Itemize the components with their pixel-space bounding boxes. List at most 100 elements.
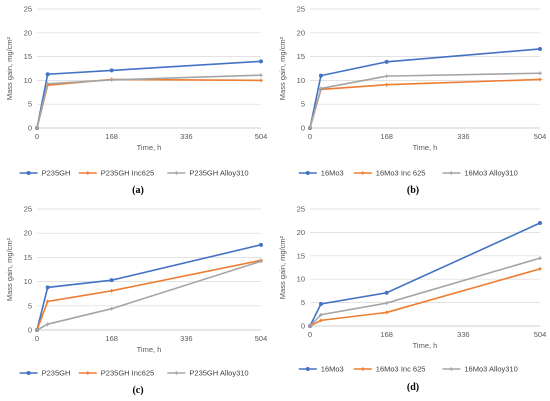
y-axis-title: Mass gain, mg/cm²	[278, 36, 287, 100]
panel-c: 0 5 10 15 20 25 0 168 336 504 Time, h Mass gain, mg…	[5, 205, 267, 397]
x-tick-label: 504	[255, 334, 268, 343]
y-tick-label: 25	[297, 5, 305, 14]
y-tick-label: 25	[297, 205, 305, 214]
legend-marker	[26, 371, 31, 375]
series-line	[309, 222, 541, 327]
x-tick-label: 336	[180, 132, 193, 141]
series-line	[36, 259, 262, 331]
data-point	[538, 221, 542, 226]
y-tick-label: 15	[24, 253, 32, 262]
legend-marker	[449, 171, 454, 175]
y-tick-label: 20	[24, 28, 32, 37]
data-point	[308, 126, 312, 130]
panel-b: 0 5 10 15 20 25 0 168 336 504 Time, h Mass gain, mg…	[278, 5, 546, 197]
legend-item: P235GH Alloy310	[167, 169, 249, 178]
legend-item: 16Mo3	[298, 169, 344, 178]
data-point	[35, 126, 39, 130]
series-line	[309, 257, 541, 327]
legend-item: 16Mo3 Alloy310	[442, 169, 518, 178]
data-point	[109, 306, 114, 311]
data-point	[308, 324, 312, 328]
legend-item: P235GH	[19, 169, 71, 178]
data-point	[318, 302, 323, 307]
legend-label: P235GH Inc625	[101, 369, 154, 378]
legend-label: 16Mo3 Inc 625	[376, 365, 426, 374]
y-axis-title: Mass gain, mg/cm²	[278, 235, 287, 299]
legend-label: P235GH Inc625	[101, 169, 154, 178]
legend-marker	[305, 171, 310, 175]
data-point	[538, 77, 542, 82]
y-tick-label: 0	[28, 124, 32, 133]
data-point	[45, 72, 50, 77]
data-point	[45, 81, 50, 86]
y-tick-label: 5	[301, 100, 305, 109]
data-point	[319, 86, 323, 91]
x-tick-label: 0	[308, 330, 312, 339]
y-tick-label: 20	[297, 228, 305, 237]
panel-label: (b)	[407, 185, 419, 196]
data-point	[45, 299, 50, 304]
data-point	[384, 301, 389, 305]
legend-item: 16Mo3	[298, 365, 344, 374]
y-axis-title: Mass gain, mg/cm²	[5, 237, 14, 301]
x-tick-label: 168	[380, 132, 393, 141]
y-axis-title: Mass gain, mg/cm²	[5, 36, 14, 100]
legend-item: 16Mo3 Alloy310	[442, 365, 518, 374]
legend-item: P235GH Inc625	[78, 369, 154, 378]
data-point	[259, 59, 263, 64]
x-tick-label: 336	[180, 334, 193, 343]
data-point	[538, 71, 542, 76]
legend-marker	[86, 171, 90, 175]
legend-label: P235GH	[42, 169, 71, 178]
legend-label: P235GH Alloy310	[189, 169, 248, 178]
y-tick-label: 5	[28, 100, 32, 109]
y-tick-label: 20	[297, 28, 305, 37]
x-tick-label: 504	[255, 132, 268, 141]
y-tick-label: 5	[301, 298, 305, 307]
y-tick-label: 10	[24, 277, 32, 286]
x-tick-label: 0	[35, 334, 39, 343]
series-line	[309, 72, 541, 129]
series-line	[309, 78, 541, 129]
data-point	[384, 82, 389, 87]
x-axis-title: Time, h	[413, 341, 438, 350]
legend-label: P235GH Alloy310	[189, 369, 248, 378]
data-point	[109, 278, 114, 283]
data-point	[319, 318, 323, 323]
x-tick-label: 168	[380, 330, 393, 339]
data-point	[259, 259, 263, 264]
legend-marker	[86, 371, 90, 375]
data-point	[45, 285, 50, 290]
y-tick-label: 25	[24, 205, 32, 214]
panel-d: 0 5 10 15 20 25 0 168 336 504 Time, h Mass gain, mg…	[278, 205, 546, 394]
x-tick-label: 168	[105, 334, 118, 343]
data-point	[318, 73, 323, 78]
panel-a: 0 5 10 15 20 25 0 168 336 504 Time, h Mass gain, mg…	[5, 5, 267, 197]
panel-label: (d)	[407, 382, 419, 393]
data-point	[538, 46, 542, 51]
x-tick-label: 504	[534, 330, 547, 339]
x-tick-label: 0	[308, 132, 312, 141]
data-point	[384, 290, 389, 295]
legend-item: P235GH	[19, 369, 71, 378]
data-point	[259, 73, 263, 77]
x-tick-label: 336	[457, 132, 470, 141]
data-point	[384, 59, 389, 64]
legend-label: P235GH	[42, 369, 71, 378]
legend-marker	[361, 367, 365, 371]
legend-marker	[174, 171, 179, 175]
data-point	[45, 322, 50, 326]
data-point	[259, 242, 263, 247]
y-tick-label: 10	[24, 76, 32, 85]
legend-item: 16Mo3 Inc 625	[353, 169, 425, 178]
data-point	[538, 267, 542, 271]
data-point	[109, 78, 114, 82]
y-tick-label: 0	[301, 124, 305, 133]
series-line	[309, 268, 541, 327]
y-tick-label: 5	[28, 301, 32, 310]
y-tick-label: 25	[24, 5, 32, 14]
x-tick-label: 0	[35, 132, 39, 141]
panel-label: (c)	[132, 385, 143, 396]
y-tick-label: 20	[24, 229, 32, 238]
